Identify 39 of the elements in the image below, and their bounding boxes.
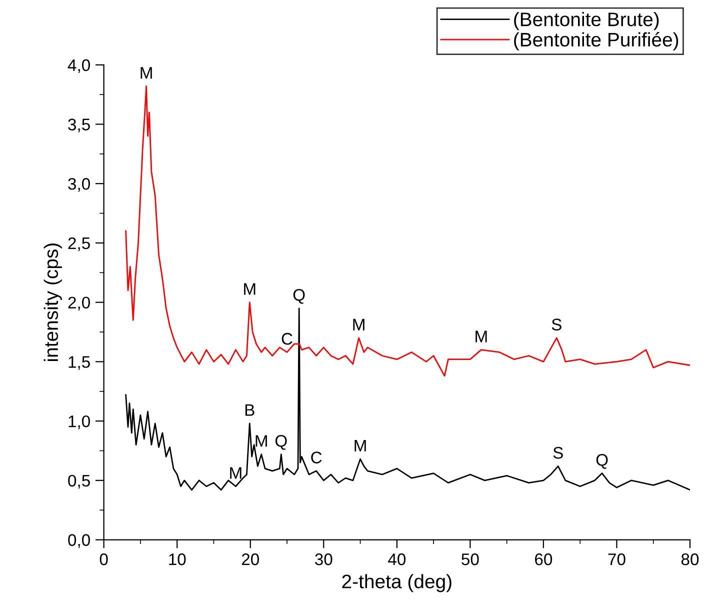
y-tick-label: 1,5	[68, 356, 90, 370]
annotation: M	[354, 440, 366, 452]
annotation: M	[230, 467, 242, 479]
x-tick-label: 30	[315, 553, 332, 566]
y-tick-label: 0,5	[68, 474, 90, 489]
annotation: M	[353, 318, 364, 330]
x-tick-label: 40	[388, 553, 406, 566]
x-tick-label: 20	[242, 553, 259, 566]
y-tick-label: 3,0	[68, 178, 90, 192]
x-tick-label: 60	[535, 553, 552, 566]
x-tick-label: 80	[681, 553, 699, 566]
annotation: M	[256, 435, 267, 447]
annotation: S	[553, 446, 563, 459]
legend-label: (Bentonite Purifiée)	[514, 32, 678, 50]
y-tick-label: 3,5	[68, 118, 90, 132]
x-tick-label: 70	[608, 553, 626, 566]
annotation: Q	[596, 454, 608, 469]
annotation: S	[552, 318, 562, 330]
annotation: M	[244, 283, 256, 295]
y-axis-title: intensity (cps)	[44, 244, 62, 361]
y-tick-label: 1,0	[68, 415, 90, 430]
annotation: M	[140, 67, 152, 79]
annotation: Q	[293, 289, 305, 304]
x-tick-label: 0	[100, 553, 108, 566]
x-tick-label: 50	[462, 553, 479, 566]
x-tick-label: 10	[169, 553, 186, 566]
y-tick-label: 4,0	[68, 59, 90, 74]
y-tick-label: 0,0	[68, 534, 90, 548]
annotation: B	[245, 404, 254, 416]
legend-label: (Bentonite Brute)	[514, 12, 659, 30]
y-tick-label: 2,0	[68, 296, 90, 310]
annotation: C	[282, 332, 292, 345]
line-series	[125, 308, 690, 491]
line-series	[125, 86, 690, 377]
annotation: C	[311, 452, 322, 464]
x-axis-title: 2-theta (deg)	[342, 574, 452, 592]
annotation: M	[476, 330, 487, 342]
y-tick-label: 2,5	[68, 237, 90, 252]
annotation: Q	[275, 435, 287, 450]
